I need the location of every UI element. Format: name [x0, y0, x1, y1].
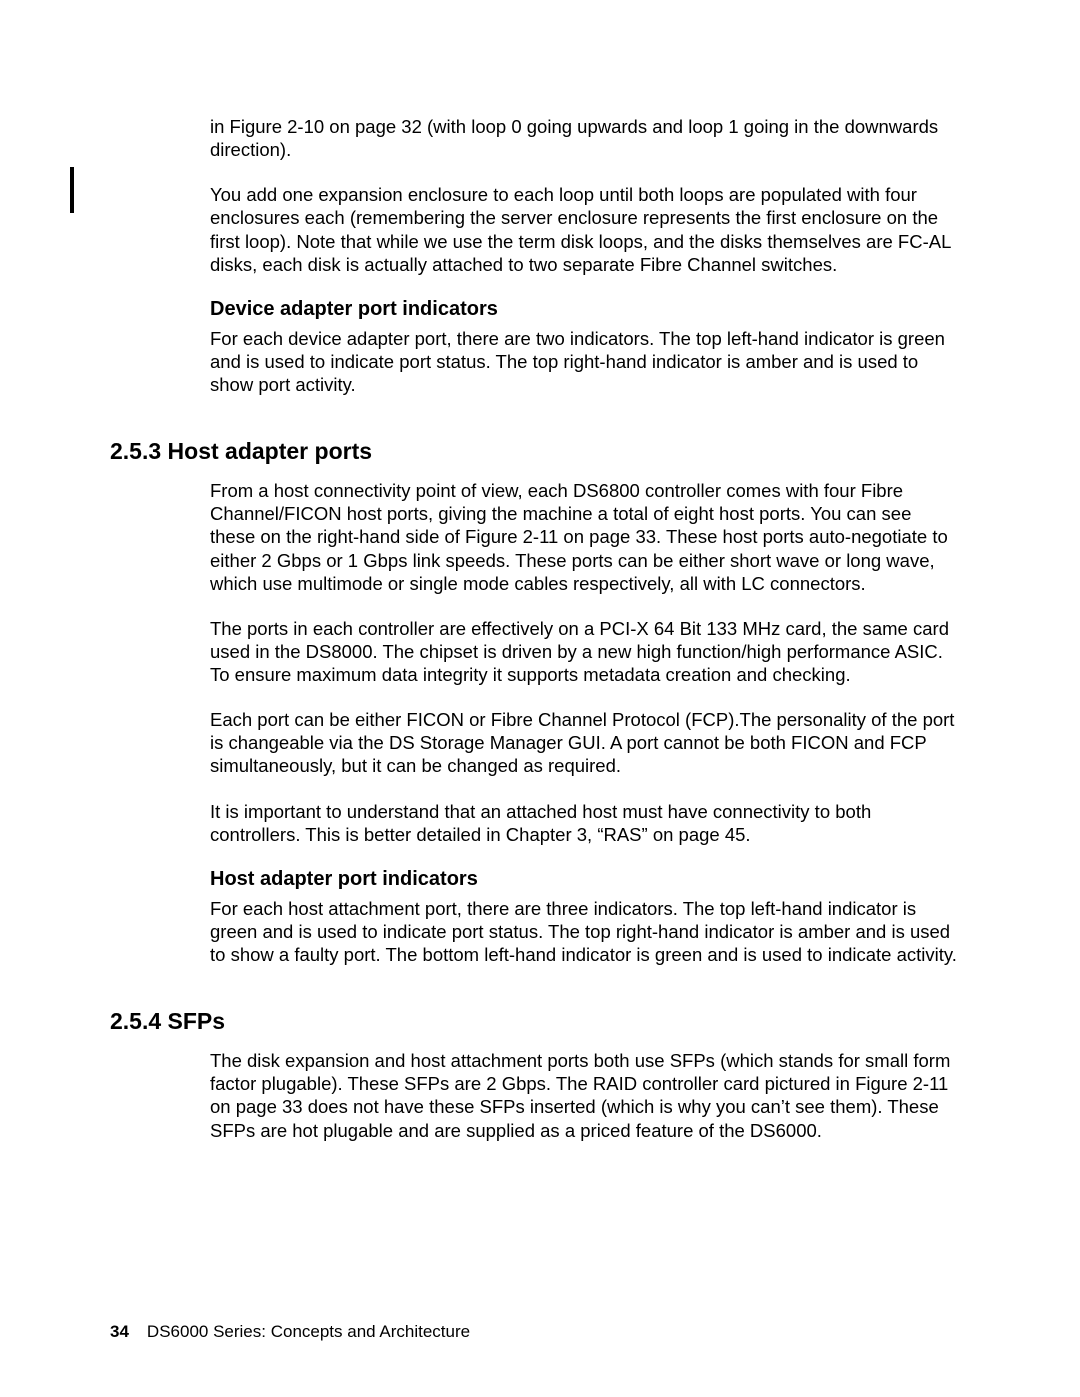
body-paragraph: For each device adapter port, there are … [210, 327, 960, 396]
content-column: The disk expansion and host attachment p… [210, 1049, 960, 1142]
body-paragraph: It is important to understand that an at… [210, 800, 960, 846]
subheading-host-adapter-indicators: Host adapter port indicators [210, 868, 960, 891]
body-paragraph: The ports in each controller are effecti… [210, 617, 960, 686]
section-heading-254: 2.5.4 SFPs [110, 1008, 960, 1035]
content-column: From a host connectivity point of view, … [210, 479, 960, 966]
book-title: DS6000 Series: Concepts and Architecture [147, 1322, 470, 1341]
section-row: 2.5.3 Host adapter ports [110, 438, 960, 465]
body-paragraph: The disk expansion and host attachment p… [210, 1049, 960, 1142]
body-paragraph: Each port can be either FICON or Fibre C… [210, 708, 960, 777]
section-row: 2.5.4 SFPs [110, 1008, 960, 1035]
content-column: in Figure 2-10 on page 32 (with loop 0 g… [210, 115, 960, 396]
section-heading-253: 2.5.3 Host adapter ports [110, 438, 960, 465]
body-paragraph: From a host connectivity point of view, … [210, 479, 960, 595]
change-bar [70, 167, 74, 213]
page-footer: 34 DS6000 Series: Concepts and Architectu… [110, 1322, 470, 1342]
page-number: 34 [110, 1322, 129, 1341]
body-paragraph: For each host attachment port, there are… [210, 897, 960, 966]
page: in Figure 2-10 on page 32 (with loop 0 g… [0, 0, 1080, 1397]
body-paragraph: in Figure 2-10 on page 32 (with loop 0 g… [210, 115, 960, 161]
body-paragraph: You add one expansion enclosure to each … [210, 183, 960, 276]
subheading-device-adapter-indicators: Device adapter port indicators [210, 298, 960, 321]
